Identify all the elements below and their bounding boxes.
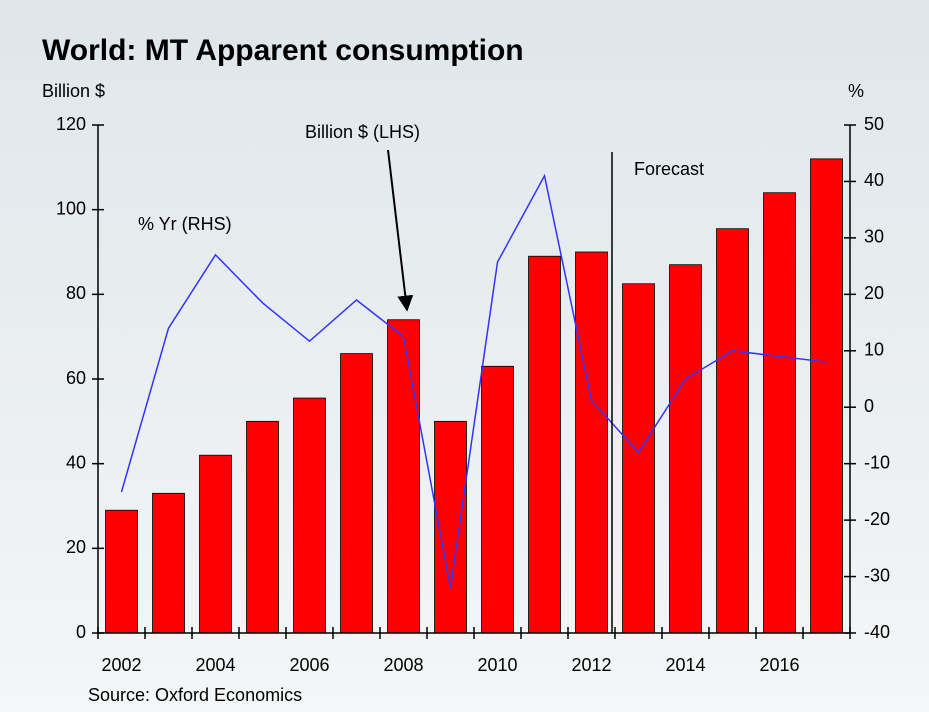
- y-tick-label: 100: [56, 198, 86, 218]
- bar: [152, 492, 185, 634]
- x-tick-label: 2004: [195, 655, 235, 675]
- x-tick-label: 2002: [101, 655, 141, 675]
- x-tick-label: 2006: [289, 655, 329, 675]
- source: Source: Oxford Economics: [88, 685, 302, 705]
- x-tick-label: 2016: [759, 655, 799, 675]
- bar: [105, 509, 138, 634]
- y2-tick-label: 30: [864, 227, 884, 247]
- bar: [575, 251, 608, 634]
- y-tick-label: 60: [66, 368, 86, 388]
- bar: [340, 353, 373, 634]
- bar: [669, 264, 702, 634]
- y2-tick-label: 50: [864, 114, 884, 134]
- y-tick-label: 40: [66, 452, 86, 472]
- y2-tick-label: 0: [864, 396, 874, 416]
- y2-tick-label: -10: [864, 452, 890, 472]
- bar: [528, 255, 561, 634]
- y-tick-label: 20: [66, 537, 86, 557]
- y2-tick-label: 20: [864, 283, 884, 303]
- bar: [481, 365, 514, 634]
- y2-axis-label: %: [848, 81, 864, 101]
- y2-tick-label: 10: [864, 340, 884, 360]
- x-tick-label: 2014: [665, 655, 705, 675]
- bar: [716, 228, 749, 634]
- annotation: Billion $ (LHS): [305, 122, 420, 142]
- y-tick-label: 80: [66, 283, 86, 303]
- y-axis-label: Billion $: [42, 81, 105, 101]
- x-tick-label: 2012: [571, 655, 611, 675]
- bar: [246, 420, 279, 634]
- y2-tick-label: 40: [864, 170, 884, 190]
- bar: [293, 397, 326, 634]
- x-tick-label: 2010: [477, 655, 517, 675]
- y-tick-label: 120: [56, 114, 86, 134]
- chart-title: World: MT Apparent consumption: [42, 34, 524, 67]
- annotation: % Yr (RHS): [138, 214, 232, 234]
- line: [120, 173, 827, 588]
- x-tick-label: 2008: [383, 655, 423, 675]
- y-tick-label: 0: [76, 622, 86, 642]
- bar: [763, 192, 796, 634]
- annotation: Forecast: [634, 159, 704, 179]
- y2-tick-label: -20: [864, 509, 890, 529]
- y2-tick-label: -30: [864, 565, 890, 585]
- bar: [387, 319, 420, 634]
- bar: [199, 454, 232, 634]
- annotation-arrow: [387, 149, 414, 312]
- bar: [622, 283, 655, 634]
- y2-tick-label: -40: [864, 622, 890, 642]
- bar: [810, 158, 843, 634]
